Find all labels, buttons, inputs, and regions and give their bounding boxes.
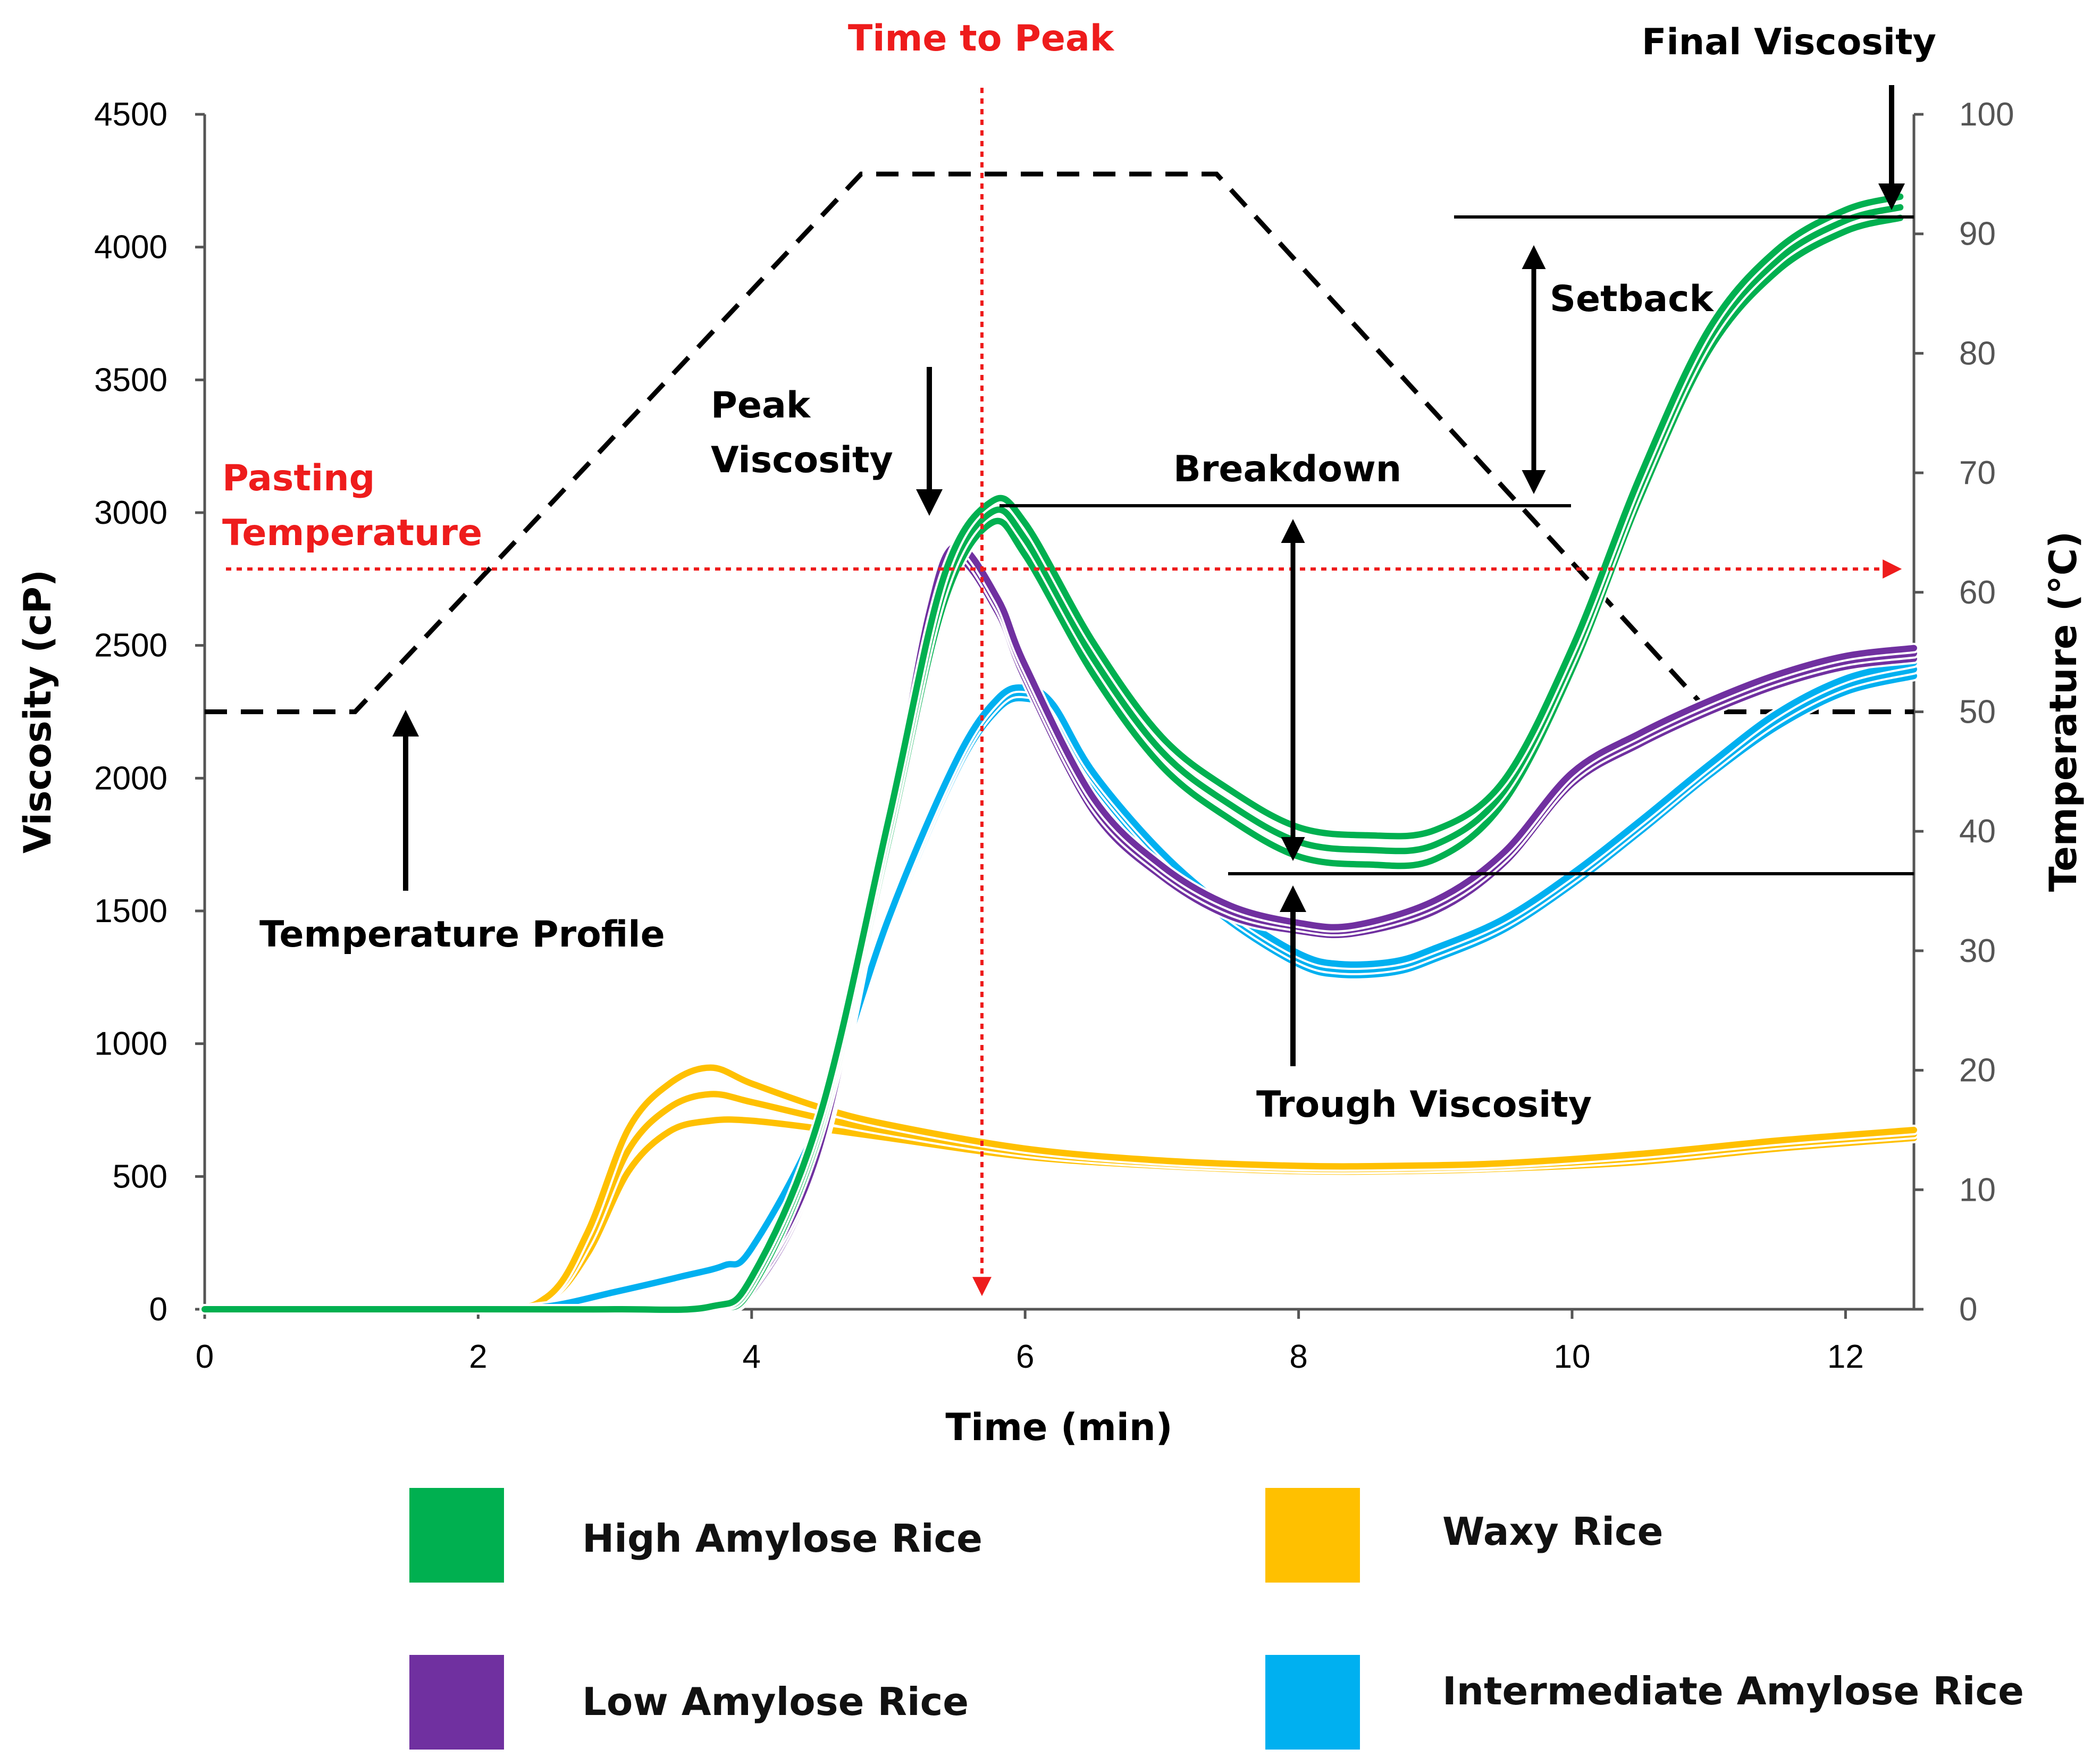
y-tick-label: 3000 [94,495,167,531]
series-line-replicate [201,193,1904,1313]
x-axis-title: Time (min) [945,1405,1172,1449]
y2-tick-label: 90 [1959,216,1996,253]
legend-label-intermediate-amylose: Intermediate Amylose Rice [1442,1669,2024,1713]
series-line-outline [199,1089,1919,1315]
y-tick-label: 2000 [94,760,167,797]
series-line-replicate [201,659,1917,1313]
y2-tick-label: 80 [1959,335,1996,372]
x-tick-label: 12 [1827,1338,1864,1375]
x-tick-label: 10 [1554,1338,1591,1375]
y-tick-label: 4000 [94,229,167,266]
series-line-outline [199,202,1906,1315]
y2-tick-label: 70 [1959,455,1996,491]
y2-tick-label: 10 [1959,1172,1996,1208]
legend: High Amylose Rice Waxy Rice Low Amylose … [409,1488,2024,1750]
x-tick-label: 0 [196,1338,214,1375]
series-line-replicate [201,214,1904,1313]
breakdown-label: Breakdown [1173,448,1401,490]
y2-tick-label: 20 [1959,1052,1996,1089]
y2-tick-label: 50 [1959,694,1996,731]
series-line-outline [199,671,1919,1315]
y-tick-label: 1000 [94,1026,167,1062]
series-line-outline [199,191,1906,1315]
series-line-outline [199,1062,1919,1315]
y-tick-label: 500 [113,1158,167,1195]
series-waxy [199,1062,1919,1315]
legend-swatch-low-amylose [409,1655,504,1750]
pasting-label-line2: Temperature [222,512,482,554]
series-line-replicate [201,1064,1917,1313]
legend-label-high-amylose: High Amylose Rice [582,1516,982,1561]
trough-viscosity-label: Trough Viscosity [1256,1084,1592,1126]
annotation-labels: Time to Peak Final Viscosity Setback Pea… [222,18,1936,1126]
x-axis-ticks: 0 2 4 6 8 10 12 [196,1309,1864,1375]
y-axis-ticks: 0 500 1000 1500 2000 2500 3000 3500 4000 4500 [94,96,205,1328]
annotation-lines [226,85,1914,1296]
legend-swatch-waxy [1265,1488,1360,1583]
peak-label-line1: Peak [711,384,811,426]
series-high [199,191,1906,1315]
y-tick-label: 4500 [94,96,167,133]
y2-tick-label: 60 [1959,574,1996,611]
final-viscosity-label: Final Viscosity [1642,21,1936,63]
series-layer [199,191,1919,1315]
series-line-replicate [201,673,1917,1313]
y2-tick-label: 30 [1959,933,1996,969]
legend-label-waxy: Waxy Rice [1442,1509,1664,1554]
y-axis-title: Viscosity (cP) [16,570,60,854]
y-tick-label: 0 [149,1291,167,1328]
series-intermediate [199,657,1919,1315]
legend-swatch-high-amylose [409,1488,504,1583]
y2-axis-title: Temperature (°C) [2042,531,2085,892]
legend-swatch-intermediate-amylose [1265,1655,1360,1750]
series-line-replicate [201,666,1917,1313]
series-line-replicate [201,204,1904,1313]
legend-label-low-amylose: Low Amylose Rice [582,1679,969,1724]
setback-label: Setback [1550,278,1714,320]
y-tick-label: 2500 [94,628,167,664]
y-tick-label: 3500 [94,362,167,398]
time-to-peak-label: Time to Peak [848,18,1115,60]
y2-tick-label: 0 [1959,1291,1977,1328]
series-line-replicate [201,1091,1917,1312]
x-tick-label: 4 [743,1338,761,1375]
series-line-outline [199,212,1906,1315]
temperature-profile-label: Temperature Profile [259,914,665,956]
x-tick-label: 2 [469,1338,487,1375]
y2-axis-ticks: 0 10 20 30 40 50 60 70 80 90 100 [1914,96,2014,1328]
y-tick-label: 1500 [94,893,167,930]
y2-tick-label: 100 [1959,96,2014,133]
pasting-label-line1: Pasting [222,457,375,499]
series-line-outline [199,664,1919,1315]
temperature-profile-line [205,171,1914,714]
x-tick-label: 6 [1016,1338,1034,1375]
peak-label-line2: Viscosity [711,439,893,481]
x-tick-label: 8 [1289,1338,1307,1375]
y2-tick-label: 40 [1959,813,1996,850]
